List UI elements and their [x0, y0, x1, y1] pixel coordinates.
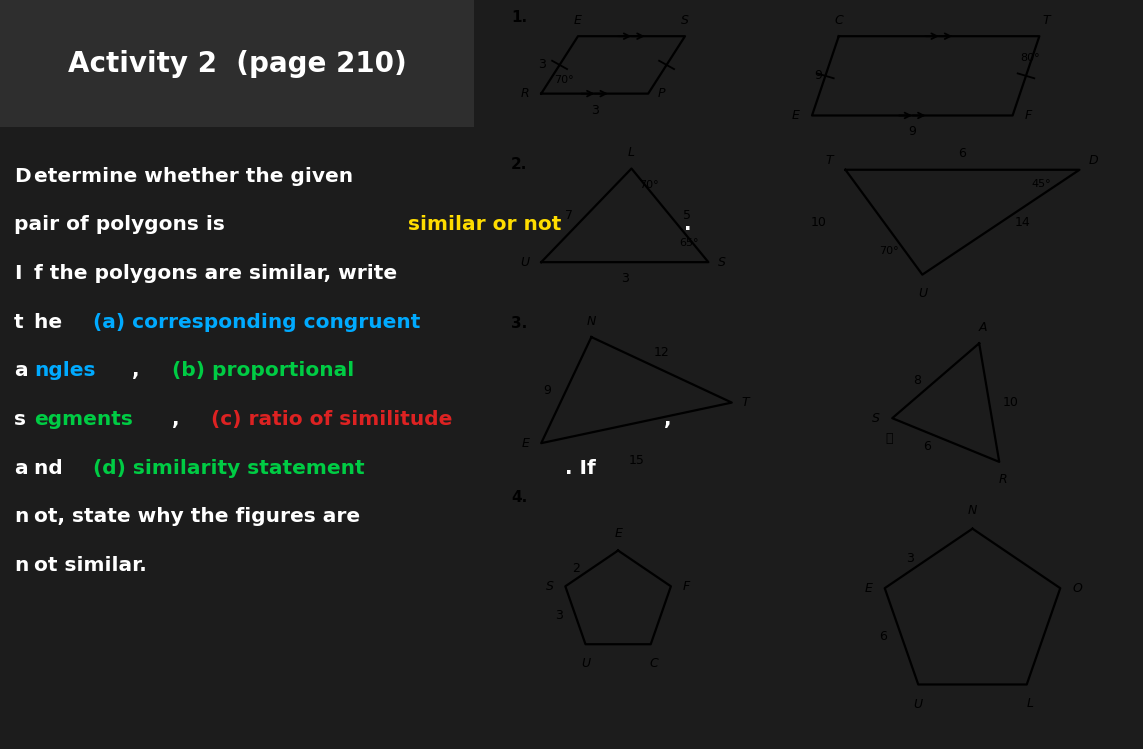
Text: he: he	[34, 312, 69, 332]
Text: Activity 2  (page 210): Activity 2 (page 210)	[67, 49, 407, 78]
Text: (b) proportional: (b) proportional	[171, 361, 354, 380]
Text: D: D	[1089, 154, 1098, 167]
Text: S: S	[718, 255, 726, 269]
Text: (c) ratio of similitude: (c) ratio of similitude	[211, 410, 453, 429]
Text: E: E	[865, 582, 873, 595]
Text: L: L	[1026, 697, 1033, 710]
Text: E: E	[574, 14, 582, 28]
Text: (d) similarity statement: (d) similarity statement	[93, 458, 365, 478]
Text: E: E	[614, 527, 622, 540]
Text: 1.: 1.	[511, 10, 527, 25]
Text: A: A	[978, 321, 986, 334]
Text: D: D	[14, 166, 31, 186]
Text: nd: nd	[34, 458, 70, 478]
Text: 65°: 65°	[679, 238, 698, 249]
Text: 80°: 80°	[1021, 53, 1040, 63]
Text: U: U	[520, 255, 529, 269]
Text: pair of polygons is: pair of polygons is	[14, 215, 232, 234]
Text: 4.: 4.	[511, 491, 527, 506]
Text: ,: ,	[133, 361, 146, 380]
Text: ,: ,	[664, 410, 671, 429]
Text: 12: 12	[654, 345, 670, 359]
Text: S: S	[681, 14, 689, 28]
Text: U: U	[913, 698, 922, 712]
Text: 3.: 3.	[511, 315, 527, 331]
Text: I: I	[14, 264, 22, 283]
Text: n: n	[14, 507, 29, 527]
Text: etermine whether the given: etermine whether the given	[34, 166, 353, 186]
Text: t: t	[14, 312, 24, 332]
Text: f the polygons are similar, write: f the polygons are similar, write	[34, 264, 397, 283]
Text: 6: 6	[879, 630, 887, 643]
Text: 3: 3	[591, 103, 599, 117]
Text: 70°: 70°	[879, 246, 898, 256]
Text: similar or not: similar or not	[408, 215, 561, 234]
Text: ot similar.: ot similar.	[34, 556, 146, 575]
Text: 9: 9	[544, 383, 552, 397]
Text: s: s	[14, 410, 26, 429]
Text: 10: 10	[1002, 396, 1018, 409]
Text: F: F	[1024, 109, 1032, 122]
Text: ngles: ngles	[34, 361, 95, 380]
Text: T: T	[1042, 14, 1050, 28]
Text: 7: 7	[565, 209, 573, 222]
Text: ot, state why the figures are: ot, state why the figures are	[34, 507, 360, 527]
Text: R: R	[520, 87, 529, 100]
Text: 45°: 45°	[1032, 178, 1052, 189]
Text: N: N	[968, 504, 977, 518]
Text: 10: 10	[810, 216, 826, 228]
Text: egments: egments	[34, 410, 133, 429]
Text: U: U	[918, 287, 927, 300]
Text: 🐾: 🐾	[885, 431, 893, 445]
Text: a: a	[14, 361, 27, 380]
Text: 9: 9	[909, 125, 917, 139]
Text: 3: 3	[906, 552, 914, 565]
Text: .: .	[684, 215, 692, 234]
Text: 6: 6	[959, 148, 966, 160]
Text: 15: 15	[629, 455, 645, 467]
Text: 14: 14	[1014, 216, 1030, 228]
Text: 9: 9	[814, 70, 822, 82]
Text: C: C	[649, 657, 657, 670]
Text: F: F	[682, 580, 689, 592]
Text: R: R	[998, 473, 1007, 486]
Text: P: P	[657, 87, 665, 100]
Text: T: T	[741, 396, 749, 409]
Text: L: L	[628, 146, 636, 159]
Text: S: S	[872, 412, 880, 425]
Text: E: E	[521, 437, 529, 449]
Text: T: T	[825, 154, 833, 167]
Text: 2.: 2.	[511, 157, 528, 172]
FancyBboxPatch shape	[0, 0, 474, 127]
Text: n: n	[14, 556, 29, 575]
Text: E: E	[792, 109, 800, 122]
Text: O: O	[1072, 582, 1082, 595]
Text: 5: 5	[684, 209, 692, 222]
Text: 70°: 70°	[554, 75, 574, 85]
Text: 8: 8	[913, 374, 921, 387]
Text: U: U	[581, 657, 590, 670]
Text: a: a	[14, 458, 27, 478]
Text: S: S	[546, 580, 554, 592]
Text: 2: 2	[572, 562, 580, 575]
Text: 70°: 70°	[639, 180, 660, 189]
Text: (a) corresponding congruent: (a) corresponding congruent	[93, 312, 421, 332]
Text: C: C	[834, 14, 844, 28]
Text: . If: . If	[566, 458, 597, 478]
Text: 6: 6	[924, 440, 932, 453]
Text: ,: ,	[171, 410, 186, 429]
Text: 3: 3	[555, 609, 563, 622]
Text: N: N	[586, 315, 596, 328]
Text: 3: 3	[538, 58, 546, 71]
Text: 3: 3	[621, 272, 629, 285]
